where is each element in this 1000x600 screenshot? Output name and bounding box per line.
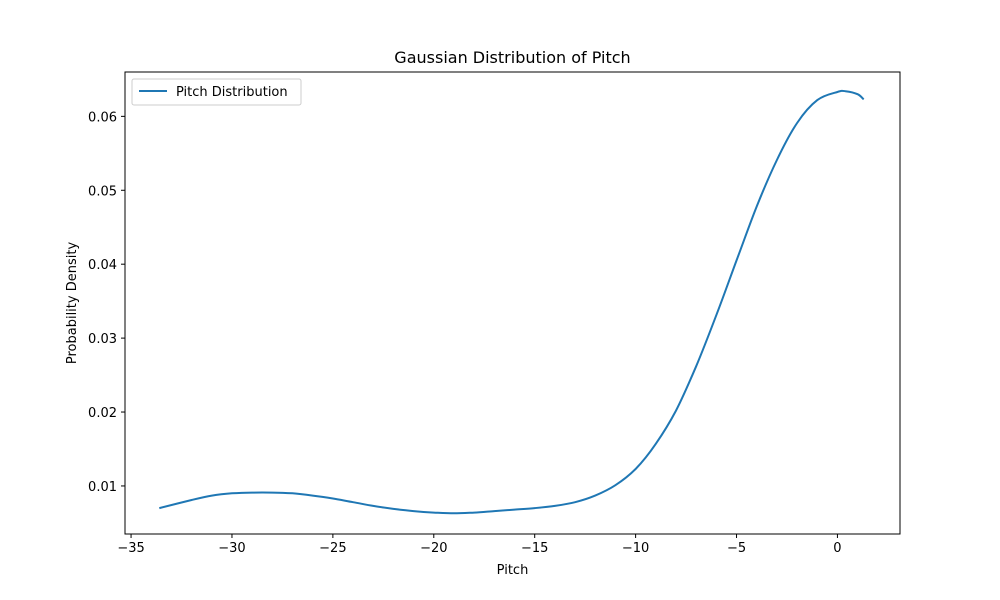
y-tick-label: 0.06: [88, 110, 117, 125]
legend: Pitch Distribution: [131, 78, 302, 106]
y-tick-label: 0.03: [88, 332, 117, 347]
x-axis-ticks: −35 −30 −25 −20 −15 −10 −5 0: [117, 534, 842, 556]
x-tick-label: −15: [521, 541, 548, 556]
plot-area: [125, 72, 900, 534]
x-axis-title: Pitch: [497, 563, 529, 578]
y-tick-label: 0.05: [88, 184, 117, 199]
x-tick-label: 0: [833, 541, 841, 556]
legend-label: Pitch Distribution: [176, 85, 288, 100]
x-tick-label: −30: [218, 541, 245, 556]
x-tick-label: −20: [420, 541, 447, 556]
y-tick-label: 0.02: [88, 406, 117, 421]
legend-box: [131, 78, 302, 106]
x-tick-label: −5: [727, 541, 746, 556]
series-line-pitch-distribution: [159, 89, 865, 515]
y-tick-label: 0.04: [88, 258, 117, 273]
series-layer: [159, 89, 865, 515]
y-axis-ticks: 0.01 0.02 0.03 0.04 0.05 0.06: [88, 110, 125, 495]
plot-frame: [124, 71, 901, 535]
chart-title: Gaussian Distribution of Pitch: [394, 48, 630, 67]
y-tick-label: 0.01: [88, 480, 117, 495]
x-tick-label: −35: [117, 541, 144, 556]
y-axis-title: Probability Density: [65, 242, 80, 365]
x-tick-label: −25: [319, 541, 346, 556]
x-tick-label: −10: [622, 541, 649, 556]
